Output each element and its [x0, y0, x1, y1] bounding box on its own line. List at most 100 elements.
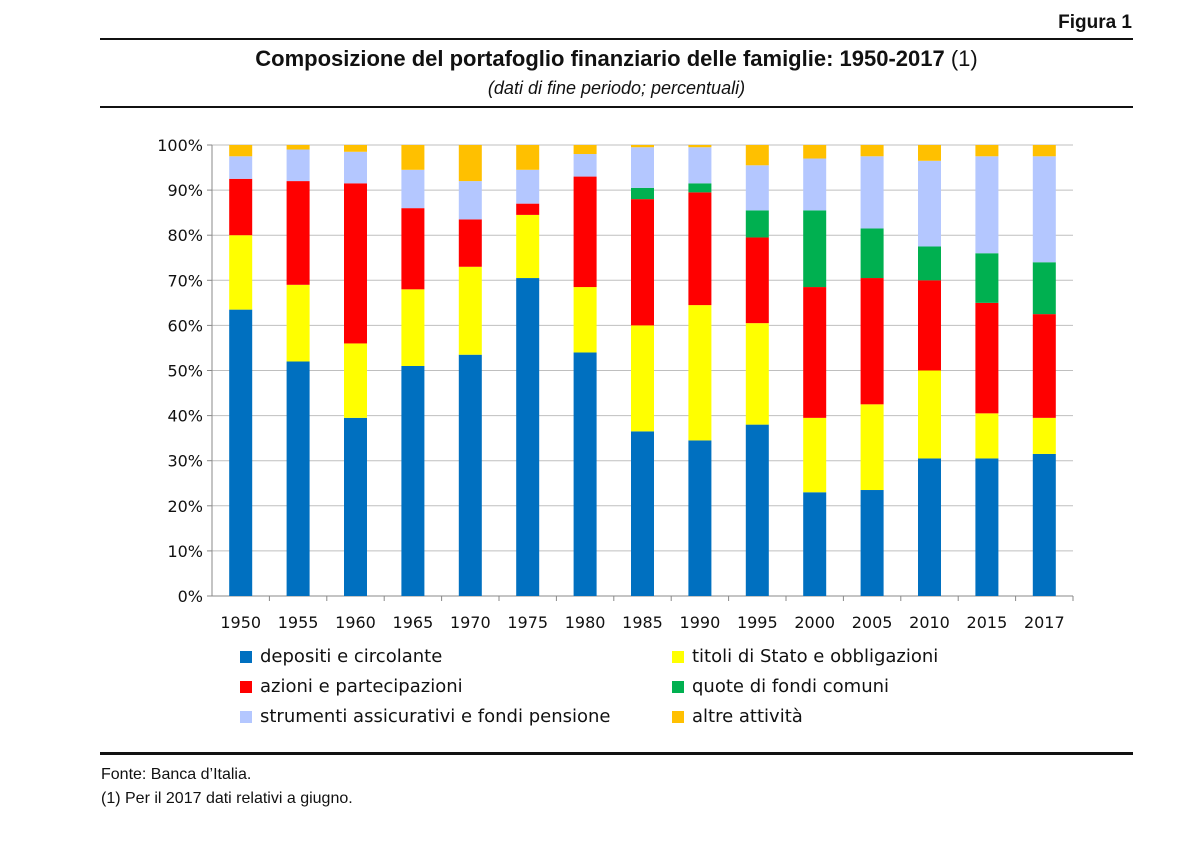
x-tick-label: 2000 — [794, 613, 835, 632]
x-tick-label: 1990 — [680, 613, 721, 632]
title-rule — [100, 106, 1133, 108]
bar-segment-2010-3 — [918, 246, 941, 281]
bar-segment-1990-5 — [688, 145, 712, 148]
bar-segment-1995-1 — [745, 323, 769, 425]
legend-swatch — [672, 650, 684, 663]
bar-segment-1980-2 — [573, 176, 597, 288]
bar-segment-1975-4 — [516, 169, 540, 204]
bar-segment-2015-3 — [975, 253, 999, 303]
bar-segment-1985-3 — [631, 187, 654, 200]
y-tick-label: 90% — [167, 181, 203, 200]
bar-segment-1960-5 — [344, 145, 367, 152]
bar-segment-1960-4 — [344, 151, 367, 184]
bar-segment-1970-2 — [458, 219, 482, 267]
x-tick-label: 2010 — [909, 613, 950, 632]
bar-segment-2005-4 — [860, 156, 884, 229]
x-tick-label: 1965 — [393, 613, 434, 632]
legend-swatch — [240, 650, 252, 663]
bar-segment-2000-1 — [803, 417, 827, 493]
bar-segment-1980-0 — [573, 352, 597, 596]
bar-segment-1975-0 — [516, 278, 540, 596]
bar-segment-2010-2 — [918, 280, 941, 371]
legend-item: quote di fondi comuni — [672, 676, 889, 697]
y-tick-label: 80% — [167, 226, 203, 245]
bar-segment-1985-1 — [631, 325, 654, 432]
y-tick-label: 20% — [167, 497, 203, 516]
bar-segment-1970-1 — [458, 266, 482, 355]
x-tick-label: 1955 — [278, 613, 319, 632]
bar-segment-1970-5 — [458, 145, 482, 182]
source-note: Fonte: Banca d’Italia. — [101, 766, 252, 783]
bar-segment-1975-2 — [516, 203, 540, 215]
bottom-rule — [100, 752, 1133, 755]
bar-segment-1980-1 — [573, 287, 597, 353]
legend-label: depositi e circolante — [260, 646, 443, 667]
bar-segment-1980-5 — [573, 145, 597, 155]
x-tick-label: 1970 — [450, 613, 491, 632]
bar-segment-1975-1 — [516, 214, 540, 279]
legend-swatch — [240, 680, 252, 693]
bar-segment-1965-0 — [401, 365, 425, 596]
bar-segment-1990-0 — [688, 440, 712, 596]
title-main: Composizione del portafoglio finanziario… — [255, 46, 945, 71]
legend-swatch — [672, 710, 684, 723]
legend-item: altre attività — [672, 706, 803, 727]
y-tick-label: 40% — [167, 407, 203, 426]
y-tick-label: 70% — [167, 271, 203, 290]
bar-segment-2000-2 — [803, 287, 827, 418]
bar-segment-1985-5 — [631, 145, 654, 148]
bar-segment-1950-1 — [229, 235, 253, 310]
x-tick-label: 1950 — [220, 613, 261, 632]
bar-segment-2017-5 — [1032, 145, 1056, 157]
x-tick-label: 1975 — [507, 613, 548, 632]
bar-segment-1995-4 — [745, 165, 769, 211]
bar-segment-2015-1 — [975, 413, 999, 459]
bar-segment-1950-2 — [229, 178, 253, 236]
bar-segment-2015-5 — [975, 145, 999, 157]
x-tick-label: 2005 — [852, 613, 893, 632]
chart-subtitle: (dati di fine periodo; percentuali) — [487, 78, 746, 98]
bar-segment-2017-4 — [1032, 156, 1056, 263]
bar-segment-2000-5 — [803, 145, 827, 159]
bar-segment-1965-2 — [401, 208, 425, 290]
bar-segment-2000-0 — [803, 492, 827, 596]
legend-item: strumenti assicurativi e fondi pensione — [240, 706, 610, 727]
bar-segment-1960-2 — [344, 183, 367, 344]
bar-segment-1955-0 — [286, 361, 310, 596]
figure-label: Figura 1 — [1058, 12, 1132, 33]
bar-segment-2017-1 — [1032, 417, 1056, 454]
bar-segment-1965-1 — [401, 289, 425, 366]
bar-segment-2017-2 — [1032, 314, 1056, 418]
legend-label: strumenti assicurativi e fondi pensione — [260, 706, 611, 727]
bar-segment-2005-5 — [860, 145, 884, 157]
legend-swatch — [672, 680, 684, 693]
bar-segment-1950-4 — [229, 156, 253, 179]
bar-segment-2000-4 — [803, 158, 827, 211]
bar-segment-2015-2 — [975, 302, 999, 414]
y-tick-label: 10% — [167, 542, 203, 561]
legend-item: depositi e circolante — [240, 646, 442, 667]
bar-segment-2005-1 — [860, 404, 884, 491]
bar-segment-1990-2 — [688, 192, 712, 306]
y-tick-label: 50% — [167, 362, 203, 381]
bar-segment-1990-3 — [688, 183, 712, 193]
bar-segment-2010-0 — [918, 458, 941, 596]
bar-segment-2017-0 — [1032, 453, 1056, 596]
bar-segment-1995-0 — [745, 424, 769, 596]
bar-segment-1980-4 — [573, 154, 597, 177]
bar-segment-1955-5 — [286, 145, 310, 150]
y-tick-label: 0% — [178, 587, 203, 606]
legend-swatch — [240, 710, 252, 723]
bar-segment-1955-4 — [286, 149, 310, 182]
bar-segment-2010-1 — [918, 370, 941, 459]
y-tick-label: 30% — [167, 452, 203, 471]
bar-segment-1985-4 — [631, 147, 654, 188]
bar-segment-1950-0 — [229, 309, 253, 596]
x-tick-label: 1985 — [622, 613, 663, 632]
top-rule — [100, 38, 1133, 40]
legend-label: azioni e partecipazioni — [260, 676, 463, 697]
bar-segment-2015-0 — [975, 458, 999, 596]
bar-segment-2005-0 — [860, 490, 884, 596]
bar-segment-1970-4 — [458, 181, 482, 220]
bar-segment-1950-5 — [229, 145, 253, 157]
